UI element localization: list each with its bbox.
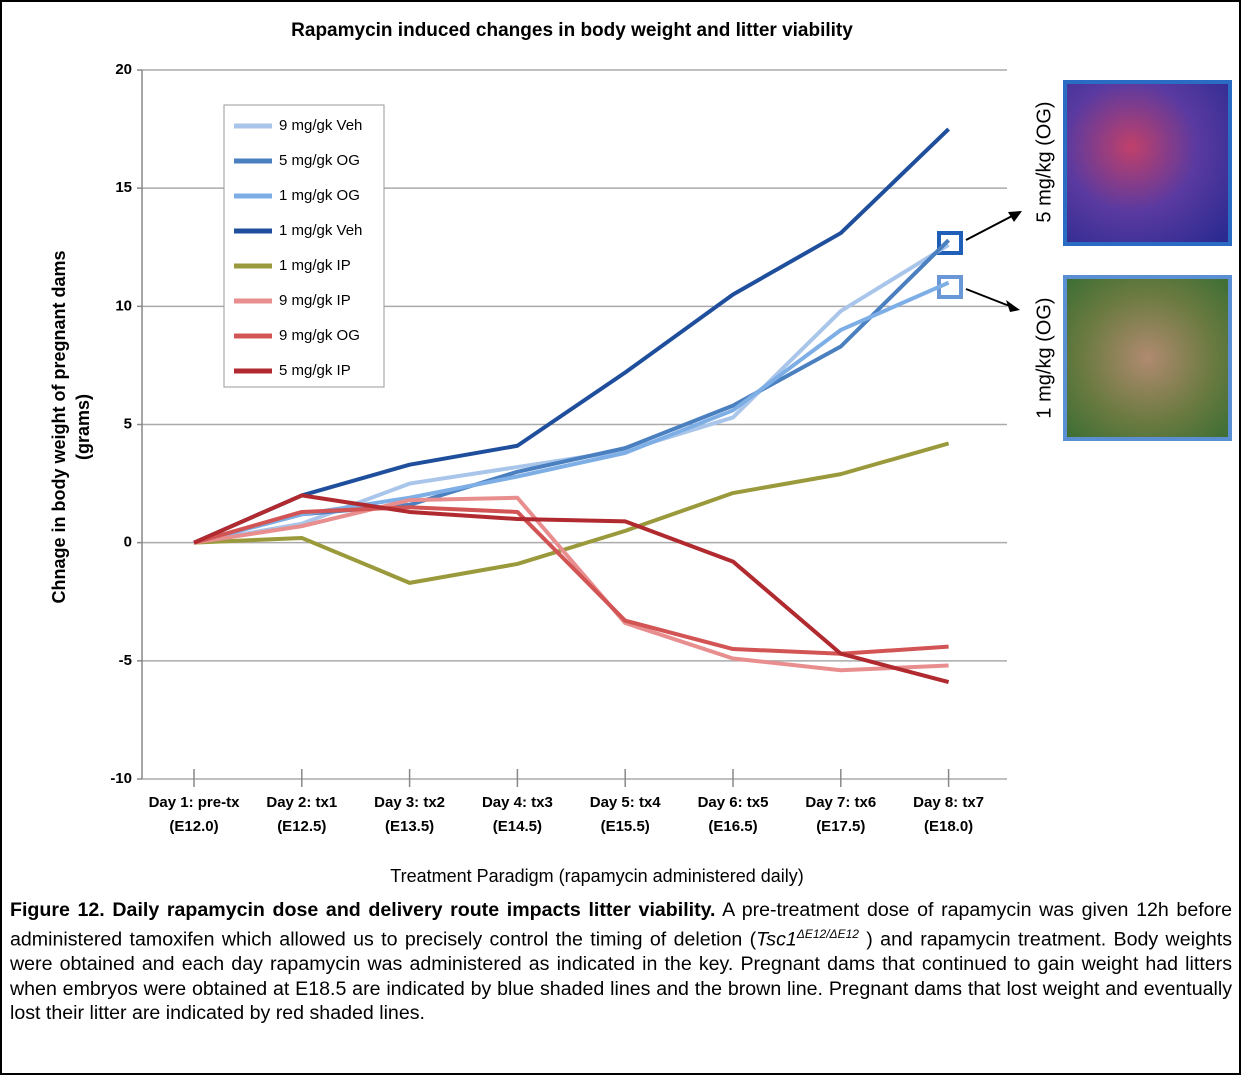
x-tick-label: (E18.0): [924, 818, 973, 835]
y-tick-label: 0: [124, 534, 132, 551]
x-tick-label: (E15.5): [601, 818, 650, 835]
series-line: [193, 493, 950, 685]
chart: Rapamycin induced changes in body weight…: [49, 20, 1232, 886]
arrowhead: [1006, 300, 1020, 312]
y-tick-label: 20: [115, 61, 132, 78]
caption: Figure 12. Daily rapamycin dose and deli…: [10, 898, 1232, 1026]
x-tick-label: Day 7: tx6: [805, 794, 876, 811]
y-tick-label: -10: [110, 770, 132, 787]
x-tick-label: (E12.5): [277, 818, 326, 835]
x-tick-label: (E12.0): [169, 818, 218, 835]
annotation: 1 mg/kg (OG): [1033, 297, 1055, 418]
y-axis-title: (grams): [73, 394, 93, 460]
arrow: [965, 214, 1015, 241]
y-tick-label: 15: [115, 179, 132, 196]
genotype: ΔE12/ΔE12: [796, 927, 859, 942]
gene: Tsc1: [756, 928, 797, 951]
y-tick-label: 10: [115, 297, 132, 314]
marker-box: [937, 231, 963, 255]
series-line: [193, 127, 950, 545]
series-line: [193, 441, 950, 585]
x-tick-label: (E17.5): [816, 818, 865, 835]
x-tick-label: Day 3: tx2: [374, 794, 445, 811]
caption-title: Figure 12. Daily rapamycin dose and deli…: [10, 899, 716, 921]
x-tick-label: (E16.5): [708, 818, 757, 835]
legend-label: 1 mg/gk OG: [279, 187, 360, 204]
x-tick-label: Day 8: tx7: [913, 794, 984, 811]
x-tick-label: Day 4: tx3: [482, 794, 553, 811]
chart-title: Rapamycin induced changes in body weight…: [291, 20, 853, 41]
caption-text: ) and rapamycin treatment. Body weights …: [10, 928, 1232, 1025]
arrowhead: [1008, 211, 1022, 222]
y-axis-title: Chnage in body weight of pregnant dams: [49, 250, 69, 603]
x-tick-label: Day 5: tx4: [590, 794, 662, 811]
legend-label: 1 mg/gk IP: [279, 257, 351, 274]
legend-label: 5 mg/gk IP: [279, 362, 351, 379]
micrographs: 5 mg/kg (OG) 1 mg/kg (OG): [937, 80, 1232, 441]
legend-label: 5 mg/gk OG: [279, 152, 360, 169]
x-tick-label: (E14.5): [493, 818, 542, 835]
caption-text: A pre-treatment dose of rapamycin was gi…: [10, 899, 1232, 951]
y-tick-label: -5: [119, 652, 132, 669]
series-line: [193, 495, 949, 673]
y-tick-label: 5: [124, 415, 132, 432]
image-1mg: [1063, 275, 1232, 441]
annotation: 5 mg/kg (OG): [1033, 101, 1055, 222]
legend-label: 9 mg/gk OG: [279, 327, 360, 344]
image-5mg: [1063, 80, 1232, 246]
legend-label: 9 mg/gk Veh: [279, 117, 362, 134]
x-tick-label: Day 6: tx5: [698, 794, 769, 811]
x-axis-title: Treatment Paradigm (rapamycin administer…: [390, 866, 804, 886]
x-tick-label: Day 1: pre-tx: [149, 794, 241, 811]
arrow: [965, 288, 1013, 308]
legend-label: 1 mg/gk Veh: [279, 222, 362, 239]
legend-box: [223, 104, 385, 388]
series-line: [193, 505, 949, 656]
legend-label: 9 mg/gk IP: [279, 292, 351, 309]
x-tick-label: Day 2: tx1: [266, 794, 337, 811]
x-tick-label: (E13.5): [385, 818, 434, 835]
